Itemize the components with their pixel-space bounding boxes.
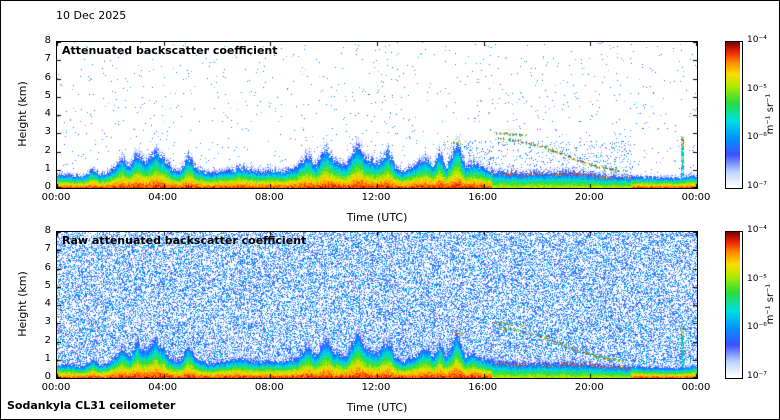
colorbar-unit-label: m⁻¹ sr⁻¹ <box>765 283 776 325</box>
colorbar-gradient <box>726 42 740 186</box>
backscatter-heatmap-canvas <box>57 42 697 188</box>
plot-title: Raw attenuated backscatter coefficient <box>62 234 307 247</box>
colorbar-tick-label: 10⁻⁴ <box>747 35 767 45</box>
y-tick-label: 2 <box>44 334 51 346</box>
x-tick-label: 20:00 <box>574 382 604 393</box>
colorbar-tick-label: 10⁻⁴ <box>747 225 767 235</box>
colorbar-tick-label: 10⁻⁵ <box>747 83 767 94</box>
x-tick-label: 08:00 <box>254 192 284 203</box>
y-tick-label: 0 <box>44 371 51 382</box>
y-tick-label: 5 <box>44 279 51 291</box>
colorbar-tick-label: 10⁻⁶ <box>747 322 767 333</box>
y-tick-label: 7 <box>44 53 51 65</box>
heatmap-plot: Raw attenuated backscatter coefficient <box>56 231 698 379</box>
colorbar <box>725 41 743 189</box>
colorbar-tick-label: 10⁻⁶ <box>747 132 767 143</box>
x-tick-label: 00:00 <box>681 382 711 393</box>
y-tick-label: 2 <box>44 144 51 156</box>
x-tick-label: 12:00 <box>361 382 391 393</box>
x-axis-label: Time (UTC) <box>346 401 408 414</box>
y-tick-label: 3 <box>44 316 51 328</box>
y-tick-label: 4 <box>44 298 51 309</box>
x-axis-label: Time (UTC) <box>346 211 408 224</box>
x-tick-label: 04:00 <box>148 382 178 393</box>
x-tick-label: 12:00 <box>361 192 391 203</box>
y-tick-label: 8 <box>44 225 51 236</box>
panel-raw-attenuated-backscatter: Raw attenuated backscatter coefficient H… <box>1 225 779 419</box>
x-tick-label: 00:00 <box>681 192 711 203</box>
y-tick-label: 3 <box>44 126 51 138</box>
y-tick-label: 5 <box>44 89 51 101</box>
x-tick-label: 16:00 <box>468 382 498 393</box>
x-tick-label: 04:00 <box>148 192 178 203</box>
colorbar-tick-label: 10⁻⁵ <box>747 273 767 284</box>
x-tick-label: 16:00 <box>468 192 498 203</box>
colorbar-tick-label: 10⁻⁷ <box>747 181 767 191</box>
heatmap-plot: Attenuated backscatter coefficient <box>56 41 698 189</box>
y-tick-label: 1 <box>44 162 51 174</box>
plot-title: Attenuated backscatter coefficient <box>62 44 278 57</box>
y-tick-label: 0 <box>44 181 51 192</box>
colorbar <box>725 231 743 379</box>
y-tick-label: 6 <box>44 71 51 83</box>
date-label: 10 Dec 2025 <box>56 9 127 22</box>
y-tick-label: 8 <box>44 35 51 46</box>
colorbar-gradient <box>726 232 740 376</box>
y-tick-label: 7 <box>44 243 51 255</box>
x-tick-label: 08:00 <box>254 382 284 393</box>
colorbar-tick-label: 10⁻⁷ <box>747 371 767 381</box>
y-tick-label: 4 <box>44 108 51 119</box>
x-tick-label: 00:00 <box>41 382 71 393</box>
x-tick-label: 00:00 <box>41 192 71 203</box>
raw-backscatter-heatmap-canvas <box>57 232 697 378</box>
y-tick-label: 1 <box>44 352 51 364</box>
colorbar-unit-label: m⁻¹ sr⁻¹ <box>765 93 776 135</box>
instrument-label: Sodankyla CL31 ceilometer <box>7 399 176 412</box>
x-tick-label: 20:00 <box>574 192 604 203</box>
panel-attenuated-backscatter: Attenuated backscatter coefficient Heigh… <box>1 35 779 253</box>
y-tick-label: 6 <box>44 261 51 273</box>
